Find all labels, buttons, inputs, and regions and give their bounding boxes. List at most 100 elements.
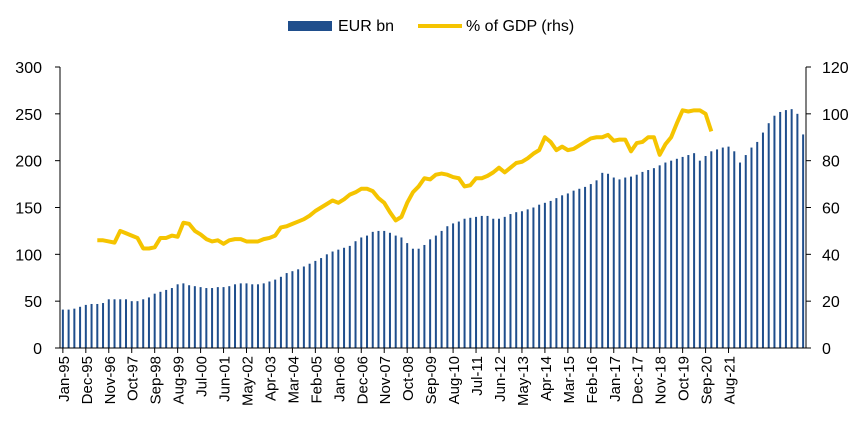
bar [509, 214, 512, 348]
y-left-tick-label: 250 [15, 107, 42, 124]
x-tick-label: Feb-16 [584, 356, 601, 404]
bar [475, 216, 478, 348]
bar [658, 165, 661, 348]
bar [291, 271, 294, 348]
x-tick-label: Mar-04 [285, 356, 302, 404]
x-tick-label: Sep-20 [699, 356, 716, 404]
x-tick-label: Feb-05 [308, 356, 325, 404]
bar [193, 286, 196, 348]
bar [262, 283, 265, 348]
bar [239, 283, 242, 348]
bar [406, 243, 409, 348]
bar [429, 239, 432, 348]
bar [767, 123, 770, 348]
bar [302, 266, 305, 348]
x-tick-label: Nov-07 [377, 356, 394, 404]
bar [796, 113, 799, 348]
bar [314, 260, 317, 348]
x-tick-label: May-02 [240, 356, 257, 406]
x-tick-label: Jun-01 [217, 356, 234, 402]
bar [698, 160, 701, 348]
bar [176, 284, 179, 348]
bar [394, 235, 397, 348]
bar [377, 230, 380, 348]
bar [647, 170, 650, 348]
x-tick-label: Mar-15 [561, 356, 578, 404]
bar [452, 223, 455, 348]
bar [216, 287, 219, 348]
legend-swatch-eur-bn [288, 21, 332, 31]
x-tick-label: Jul-11 [469, 356, 486, 396]
bar [102, 303, 105, 348]
bar [675, 158, 678, 348]
bar [704, 155, 707, 348]
bar [503, 216, 506, 348]
bar [469, 217, 472, 348]
bar [222, 287, 225, 348]
bar [572, 190, 575, 348]
bar [721, 147, 724, 348]
bar [497, 218, 500, 348]
bar [434, 235, 437, 348]
bar [629, 176, 632, 348]
bar [119, 299, 122, 348]
y-left-tick-label: 150 [15, 201, 42, 218]
y-left-tick-label: 0 [33, 341, 42, 358]
y-right-tick-label: 80 [822, 154, 840, 171]
x-tick-label: Aug-10 [446, 356, 463, 404]
bar [538, 204, 541, 348]
bar [90, 303, 93, 348]
bar [199, 287, 202, 348]
bar [515, 212, 518, 348]
bar [520, 211, 523, 348]
bar [486, 215, 489, 348]
bar [670, 160, 673, 348]
bar [555, 198, 558, 348]
bar [205, 288, 208, 348]
bar [84, 304, 87, 348]
bar [802, 134, 805, 348]
bar [331, 251, 334, 348]
bar [463, 218, 466, 348]
legend: EUR bn % of GDP (rhs) [288, 18, 574, 35]
bar [348, 245, 351, 348]
bar [107, 299, 110, 348]
bar [67, 309, 70, 348]
bar [607, 173, 610, 348]
bar [251, 284, 254, 348]
bar [716, 149, 719, 348]
x-tick-label: Dec-06 [354, 356, 371, 404]
bar [268, 281, 271, 348]
y-left-tick-label: 300 [15, 60, 42, 77]
bar [739, 162, 742, 348]
bar [480, 215, 483, 348]
bar [343, 247, 346, 348]
bar [245, 283, 248, 348]
bar [113, 299, 116, 348]
bar [784, 110, 787, 348]
bar [124, 299, 127, 348]
y-right-tick-label: 40 [822, 247, 840, 264]
bar [130, 301, 133, 348]
x-tick-label: Dec-17 [630, 356, 647, 404]
y-left-tick-label: 50 [24, 294, 42, 311]
bar [308, 263, 311, 348]
x-tick-label: Apr-14 [538, 356, 555, 401]
y-right-tick-label: 20 [822, 294, 840, 311]
bar [589, 184, 592, 348]
bar [635, 174, 638, 348]
bar [274, 279, 277, 348]
y-right-tick-label: 100 [822, 107, 849, 124]
bar [687, 155, 690, 348]
x-tick-label: Apr-03 [262, 356, 279, 401]
bar [612, 177, 615, 348]
bar [664, 162, 667, 348]
y-right-tick-label: 0 [822, 341, 831, 358]
x-tick-label: Jan-06 [331, 356, 348, 402]
bar [710, 151, 713, 348]
y-left-tick-label: 100 [15, 247, 42, 264]
bar [371, 231, 374, 348]
line-gdp [97, 108, 714, 251]
bar [601, 172, 604, 348]
